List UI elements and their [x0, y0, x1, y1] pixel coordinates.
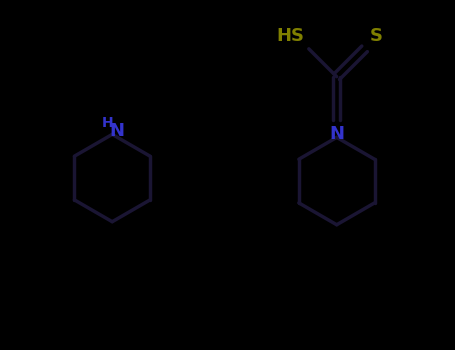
Text: H: H	[101, 117, 113, 131]
Text: HS: HS	[276, 27, 304, 45]
Text: N: N	[110, 122, 125, 140]
Text: N: N	[329, 125, 344, 143]
Text: S: S	[369, 27, 383, 45]
